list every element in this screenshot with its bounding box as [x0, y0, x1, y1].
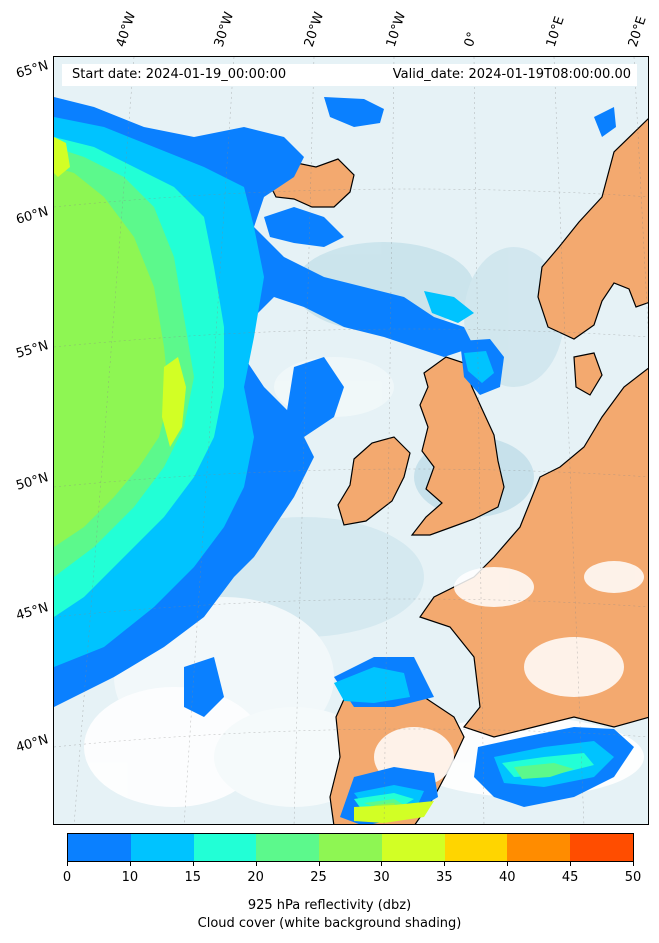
colorbar-tick	[192, 862, 194, 866]
land-scandinavia	[537, 118, 648, 340]
colorbar-tick-label: 25	[310, 870, 327, 885]
map-panel	[53, 56, 649, 825]
colorbar-tick-label: 35	[436, 870, 453, 885]
date-info-bar: Start date: 2024-01-19_00:00:00 Valid_da…	[62, 64, 637, 86]
cloud-over-land	[374, 561, 644, 787]
colorbar-tick	[129, 862, 131, 866]
lon-label-20e: 20°E	[625, 14, 650, 50]
lat-label-45n: 45°N	[14, 600, 51, 624]
land-denmark	[573, 352, 603, 396]
start-date-label: Start date: 2024-01-19_00:00:00	[72, 67, 287, 82]
colorbar-tick-label: 40	[498, 870, 516, 885]
colorbar-tick	[507, 862, 509, 866]
lon-label-0: 0°	[461, 30, 481, 49]
colorbar	[67, 833, 634, 862]
map-canvas	[54, 57, 648, 824]
lat-label-50n: 50°N	[14, 470, 51, 494]
lat-label-55n: 55°N	[14, 338, 51, 362]
colorbar-tick-label: 45	[561, 870, 579, 885]
colorbar-tick-label: 15	[184, 870, 202, 885]
lon-label-20w: 20°W	[301, 10, 328, 49]
lon-label-10e: 10°E	[543, 14, 568, 50]
colorbar-tick	[318, 862, 320, 866]
lon-label-10w: 10°W	[383, 10, 410, 49]
colorbar-segment	[130, 834, 194, 861]
colorbar-segment	[444, 834, 508, 861]
colorbar-tick-label: 10	[121, 870, 139, 885]
valid-date-label: Valid_date: 2024-01-19T08:00:00.00	[392, 67, 631, 82]
colorbar-tick	[444, 862, 446, 866]
colorbar-tick-label: 0	[62, 870, 72, 885]
lon-label-40w: 40°W	[113, 10, 140, 49]
land-ireland	[337, 436, 411, 526]
colorbar-tick-label: 50	[624, 870, 642, 885]
graticule	[54, 57, 648, 824]
colorbar-segment	[256, 834, 320, 861]
colorbar-segment	[319, 834, 382, 861]
colorbar-tick-label: 20	[247, 870, 264, 885]
land-great-britain	[410, 356, 505, 536]
colorbar-segment	[570, 834, 634, 861]
colorbar-tick	[570, 862, 572, 866]
lon-label-30w: 30°W	[211, 10, 238, 49]
colorbar-tick-label: 30	[373, 870, 390, 885]
colorbar-segment	[507, 834, 571, 861]
lat-label-60n: 60°N	[14, 204, 51, 228]
colorbar-tick	[255, 862, 257, 866]
colorbar-tick	[67, 862, 68, 866]
reflectivity-30-35	[54, 137, 434, 823]
colorbar-segment	[193, 834, 257, 861]
colorbar-tick	[633, 862, 634, 866]
colorbar-segment	[68, 834, 131, 861]
colorbar-tick	[381, 862, 383, 866]
colorbar-label: 925 hPa reflectivity (dbz)	[247, 898, 412, 913]
lat-label-40n: 40°N	[14, 732, 51, 756]
colorbar-sublabel: Cloud cover (white background shading)	[197, 916, 462, 931]
lat-label-65n: 65°N	[14, 58, 51, 82]
colorbar-segment	[381, 834, 445, 861]
